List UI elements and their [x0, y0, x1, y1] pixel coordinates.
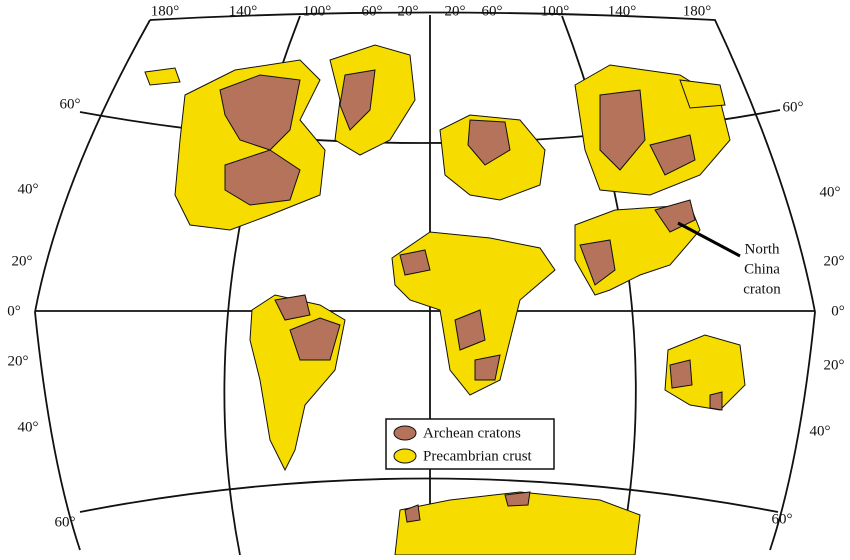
craton [467, 119, 511, 166]
craton [399, 249, 431, 276]
latitude-label: 20° [12, 253, 33, 269]
legend-label: Precambrian crust [423, 448, 533, 464]
longitude-label: 100° [303, 3, 332, 19]
cratons [219, 69, 723, 523]
alaska [144, 67, 181, 86]
latitude-label: 20° [824, 253, 845, 269]
latitude-label: 20° [8, 353, 29, 369]
longitude-label: 20° [445, 3, 466, 19]
annotation-pointer [677, 221, 741, 258]
craton [654, 199, 696, 233]
longitude-label: 60° [482, 3, 503, 19]
longitude-label: 140° [229, 3, 258, 19]
craton [339, 69, 376, 131]
australia [664, 334, 746, 411]
longitude-label: 180° [151, 3, 180, 19]
latitude-label: 40° [18, 419, 39, 435]
craton [599, 89, 646, 171]
legend: Archean cratons Precambrian crust [385, 418, 555, 470]
legend-label: Archean cratons [423, 425, 521, 441]
latitude-label: 40° [810, 423, 831, 439]
landmasses [144, 44, 746, 556]
graticule-labels: 180° 140° 100° 60° 20° 20° 60° 100° 140° 180° 60° 4… [7, 3, 845, 530]
latitude-label: 40° [18, 181, 39, 197]
longitude-label: 140° [608, 3, 637, 19]
annotation-text: North [745, 241, 780, 257]
latitude-label: 60° [60, 96, 81, 112]
latitude-label: 20° [824, 357, 845, 373]
siberia-east [679, 79, 726, 109]
longitude-label: 180° [683, 3, 712, 19]
annotation-text: China [744, 261, 780, 277]
annotation-text: craton [743, 281, 781, 297]
longitude-label: 20° [398, 3, 419, 19]
legend-swatch [393, 425, 417, 441]
legend-swatch [393, 448, 417, 464]
craton [219, 74, 301, 151]
latitude-label: 60° [772, 511, 793, 527]
craton [579, 239, 616, 286]
craton [224, 149, 301, 206]
craton [669, 359, 693, 389]
latitude-label: 0° [7, 303, 21, 319]
craton [504, 491, 531, 507]
craton [454, 309, 486, 351]
latitude-label: 0° [831, 303, 845, 319]
craton [474, 354, 501, 381]
parallel-60s [79, 477, 779, 513]
craton [404, 504, 421, 523]
craton [709, 391, 723, 411]
longitude-label: 100° [541, 3, 570, 19]
latitude-label: 60° [783, 99, 804, 115]
craton [649, 134, 696, 176]
longitude-label: 60° [362, 3, 383, 19]
latitude-label: 60° [55, 514, 76, 530]
craton [274, 294, 311, 321]
latitude-label: 40° [820, 184, 841, 200]
craton [289, 317, 341, 361]
